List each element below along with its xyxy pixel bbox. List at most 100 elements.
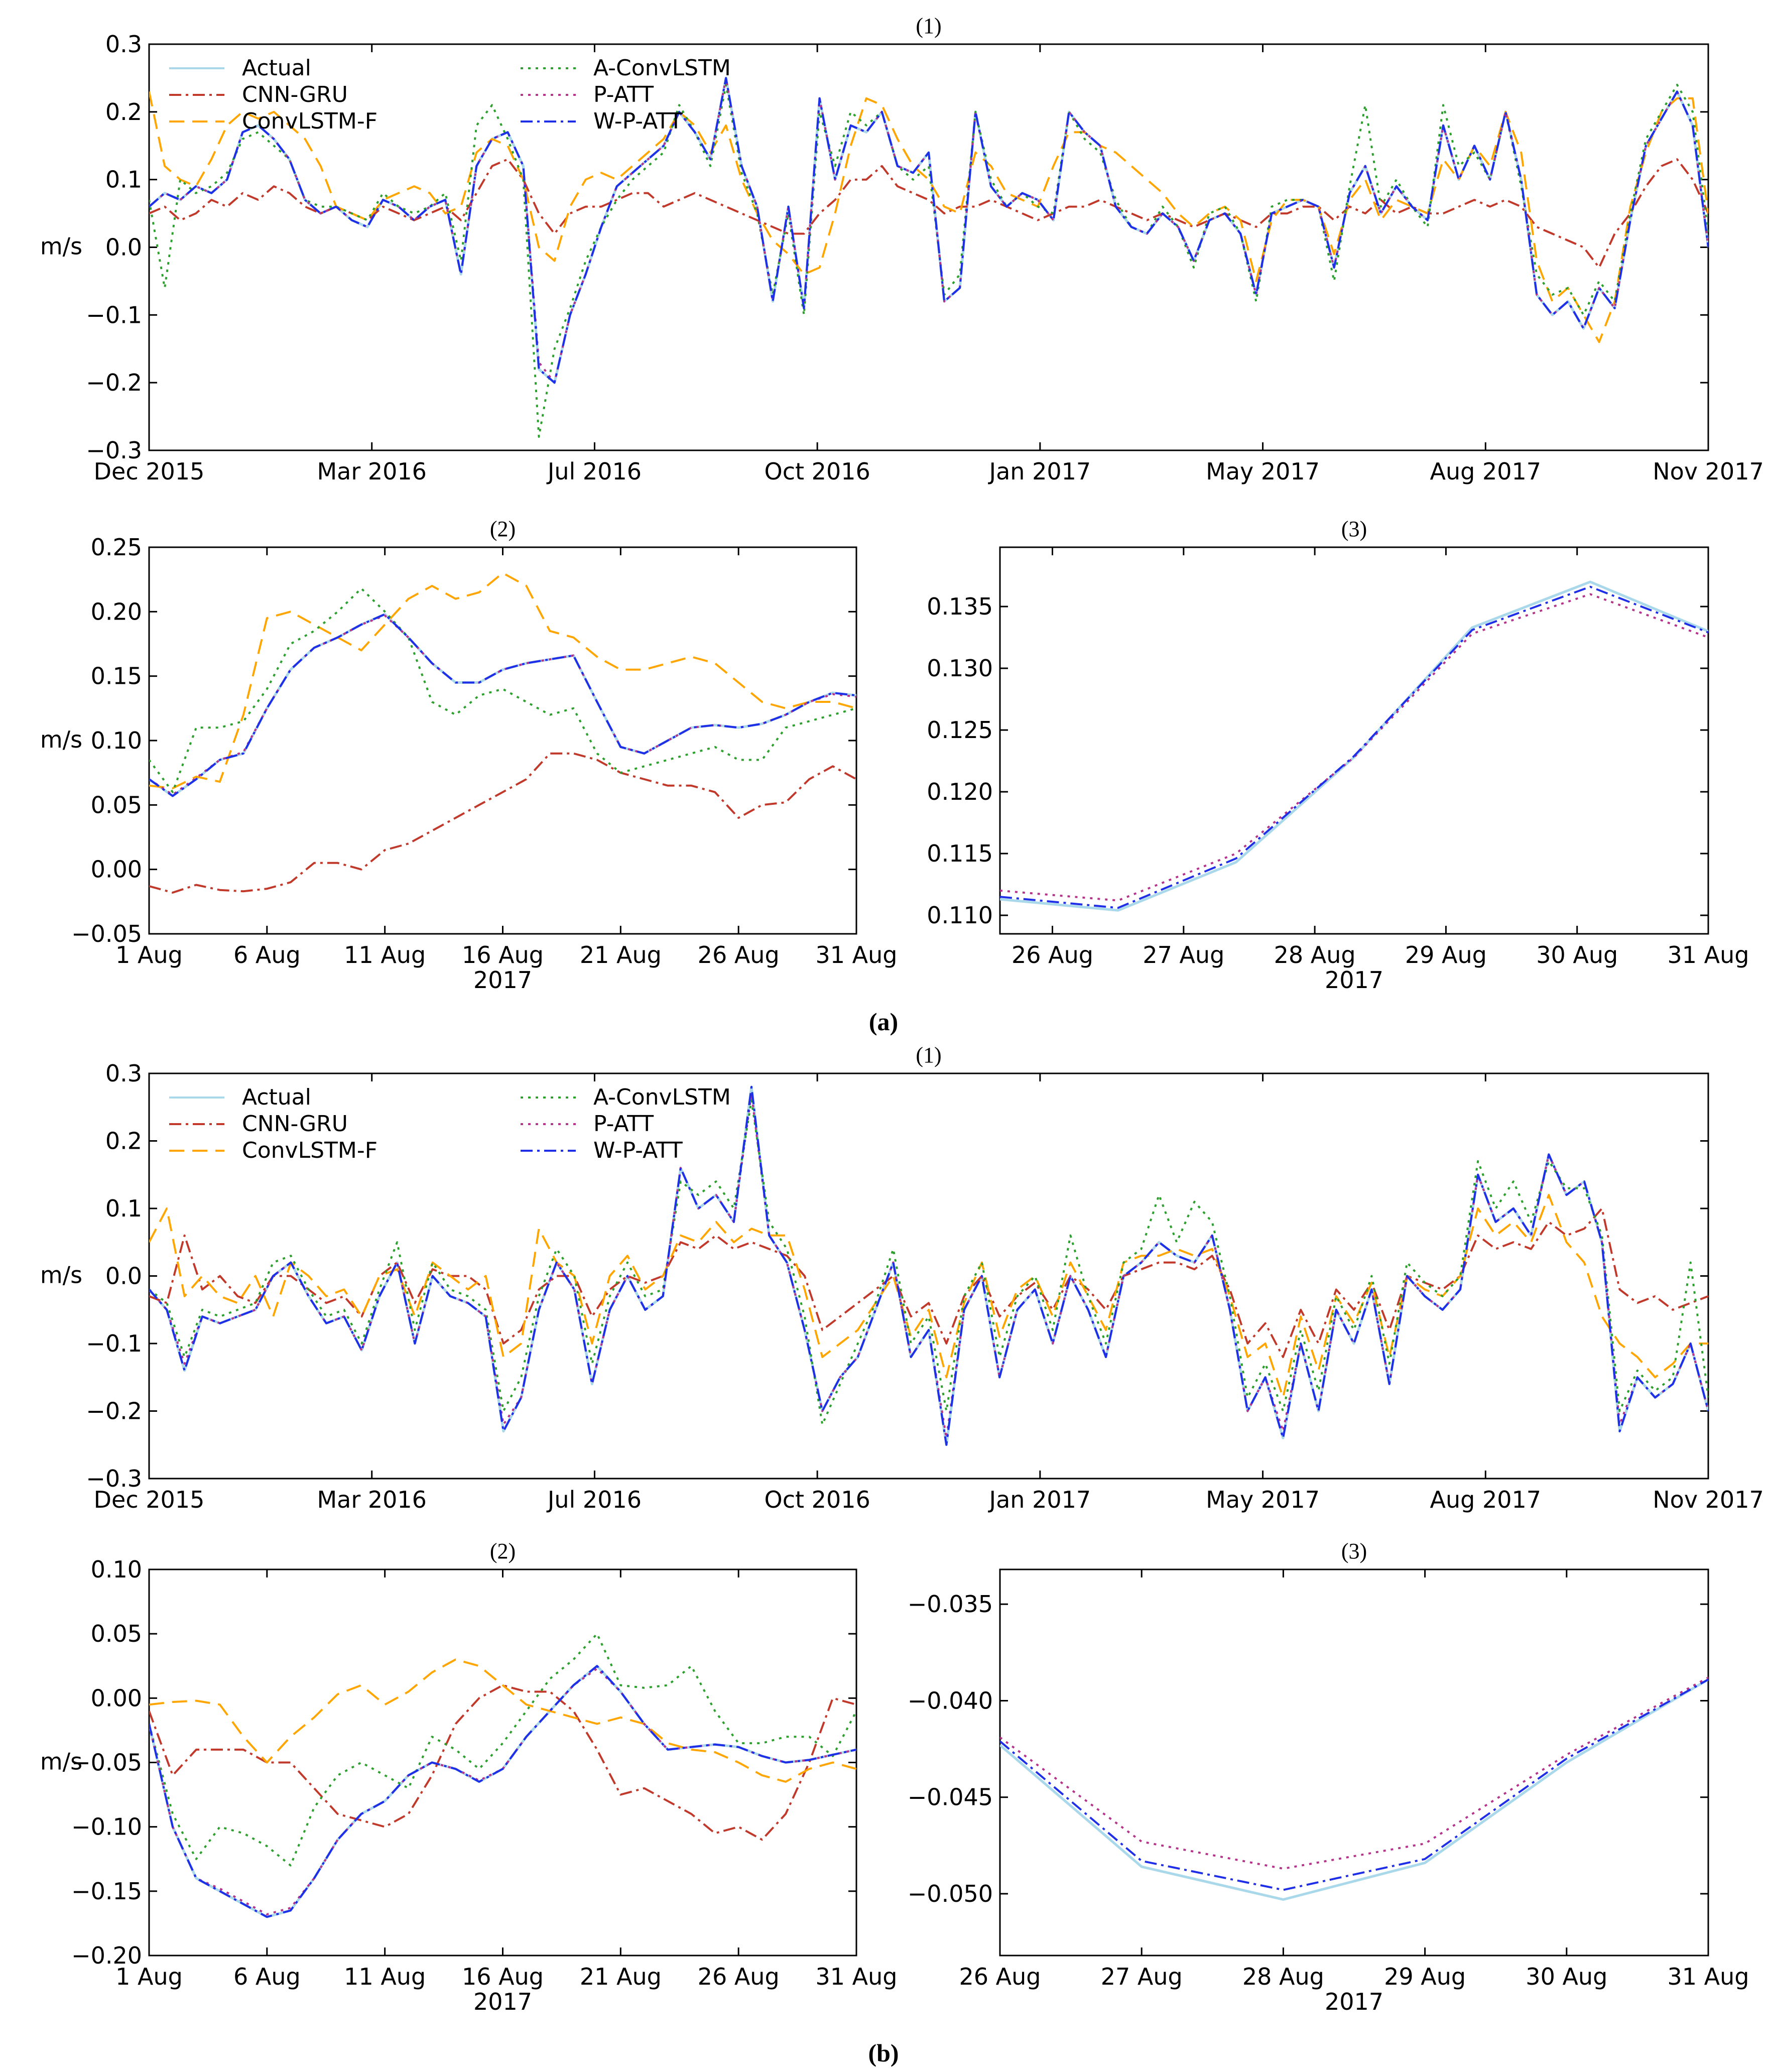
y-tick-label: −0.15 xyxy=(71,1878,142,1905)
x-tick-label: May 2017 xyxy=(1206,458,1320,485)
y-tick-label: −0.040 xyxy=(908,1687,993,1714)
series-group xyxy=(149,572,856,894)
x-tick-label: 6 Aug xyxy=(233,941,301,968)
x-tick-label: 11 Aug xyxy=(344,941,426,968)
x-axis-label: 2017 xyxy=(1325,966,1383,994)
x-tick-label: Oct 2016 xyxy=(765,458,870,485)
plot-frame xyxy=(999,546,1709,935)
x-tick-label: Oct 2016 xyxy=(765,1486,870,1513)
x-tick-label: Jan 2017 xyxy=(988,1486,1091,1513)
series-line-w-p-att xyxy=(149,1665,856,1918)
y-tick-label: −0.2 xyxy=(86,1398,142,1425)
y-tick-label: 0.2 xyxy=(105,1128,142,1155)
series-line-convlstm-f xyxy=(149,1658,856,1783)
legend-label: A-ConvLSTM xyxy=(593,1084,731,1110)
y-tick-label: 0.1 xyxy=(105,166,142,193)
x-tick-label: Aug 2017 xyxy=(1430,1486,1542,1513)
x-tick-label: 31 Aug xyxy=(816,1963,898,1990)
series-line-a-convlstm xyxy=(149,1633,856,1867)
x-tick-label: 31 Aug xyxy=(1668,1963,1749,1990)
x-tick-label: 16 Aug xyxy=(462,941,544,968)
x-tick-label: May 2017 xyxy=(1206,1486,1320,1513)
y-tick-label: 0.05 xyxy=(91,791,142,818)
x-tick-label: 28 Aug xyxy=(1274,941,1356,968)
y-tick-label: −0.3 xyxy=(86,1465,142,1492)
y-tick-label: 0.00 xyxy=(91,856,142,883)
figure-label-b: (b) xyxy=(868,2039,899,2067)
legend-label: ConvLSTM-F xyxy=(242,1138,377,1163)
x-tick-label: 31 Aug xyxy=(816,941,898,968)
x-tick-label: 21 Aug xyxy=(580,1963,662,1990)
series-line-a-convlstm xyxy=(149,1099,1708,1426)
y-tick-label: 0.120 xyxy=(927,778,993,805)
x-tick-label: 11 Aug xyxy=(344,1963,426,1990)
y-tick-label: 0.0 xyxy=(105,1263,142,1290)
y-tick-label: −0.2 xyxy=(86,369,142,396)
series-group xyxy=(1000,580,1708,912)
x-tick-label: Jan 2017 xyxy=(988,458,1091,485)
y-tick-label: 0.10 xyxy=(91,1556,142,1583)
legend-label: Actual xyxy=(242,1084,311,1110)
x-tick-label: 26 Aug xyxy=(1012,941,1093,968)
legend-label: W-P-ATT xyxy=(593,108,683,134)
chart-a-2: (2) 0.25 0.20 0.15 0.10 0.05 0.00 −0.051 Aug 6 A… xyxy=(40,517,898,994)
y-tick-label: −0.035 xyxy=(908,1591,993,1618)
chart-title: (2) xyxy=(490,517,516,541)
x-axis-label: 2017 xyxy=(473,1988,532,2015)
y-tick-label: 0.3 xyxy=(105,1060,142,1087)
y-tick-label: 0.115 xyxy=(927,840,993,867)
series-line-w-p-att xyxy=(149,1085,1708,1446)
x-axis-label: 2017 xyxy=(473,966,532,994)
y-tick-label: 0.3 xyxy=(105,31,142,58)
x-tick-label: 1 Aug xyxy=(115,1963,183,1990)
y-tick-label: −0.05 xyxy=(71,920,142,947)
series-group xyxy=(1000,1676,1708,1901)
y-tick-label: 0.20 xyxy=(91,598,142,625)
x-tick-label: 28 Aug xyxy=(1242,1963,1324,1990)
y-axis-label: m/s xyxy=(40,1748,82,1775)
x-tick-label: 21 Aug xyxy=(580,941,662,968)
x-tick-label: Mar 2016 xyxy=(317,1486,426,1513)
y-tick-label: 0.10 xyxy=(91,727,142,754)
x-tick-label: 27 Aug xyxy=(1143,941,1224,968)
x-tick-label: Dec 2015 xyxy=(94,458,205,485)
y-tick-label: −0.045 xyxy=(908,1784,993,1811)
legend-label: P-ATT xyxy=(593,1111,654,1137)
series-group xyxy=(149,1633,856,1918)
series-line-w-p-att xyxy=(1000,1678,1708,1891)
series-line-convlstm-f xyxy=(149,572,856,789)
y-tick-label: −0.05 xyxy=(71,1749,142,1776)
plot-frame xyxy=(999,1568,1709,1957)
y-tick-label: 0.0 xyxy=(105,234,142,261)
x-tick-label: 29 Aug xyxy=(1405,941,1487,968)
y-tick-label: 0.15 xyxy=(91,663,142,690)
y-axis-label: m/s xyxy=(40,726,82,753)
y-tick-label: 0.130 xyxy=(927,655,993,682)
series-line-p-att xyxy=(1000,593,1708,902)
y-tick-label: 0.135 xyxy=(927,593,993,620)
figure-label-a: (a) xyxy=(868,1008,899,1036)
chart-title: (1) xyxy=(916,14,941,38)
legend-label: A-ConvLSTM xyxy=(593,55,731,81)
y-tick-label: −0.1 xyxy=(86,1330,142,1357)
x-tick-label: 30 Aug xyxy=(1526,1963,1607,1990)
x-tick-label: 16 Aug xyxy=(462,1963,544,1990)
series-group xyxy=(149,1085,1708,1446)
series-line-actual xyxy=(1000,1678,1708,1901)
x-tick-label: Jul 2016 xyxy=(546,1486,642,1513)
y-tick-label: −0.10 xyxy=(71,1813,142,1841)
y-tick-label: −0.1 xyxy=(86,301,142,328)
series-group xyxy=(149,76,1708,438)
x-tick-label: 26 Aug xyxy=(698,941,780,968)
legend-label: W-P-ATT xyxy=(593,1138,683,1163)
x-tick-label: Dec 2015 xyxy=(94,1486,205,1513)
x-tick-label: 26 Aug xyxy=(698,1963,780,1990)
y-axis-label: m/s xyxy=(40,233,82,260)
x-tick-label: 26 Aug xyxy=(959,1963,1041,1990)
y-axis-label: m/s xyxy=(40,1262,82,1289)
